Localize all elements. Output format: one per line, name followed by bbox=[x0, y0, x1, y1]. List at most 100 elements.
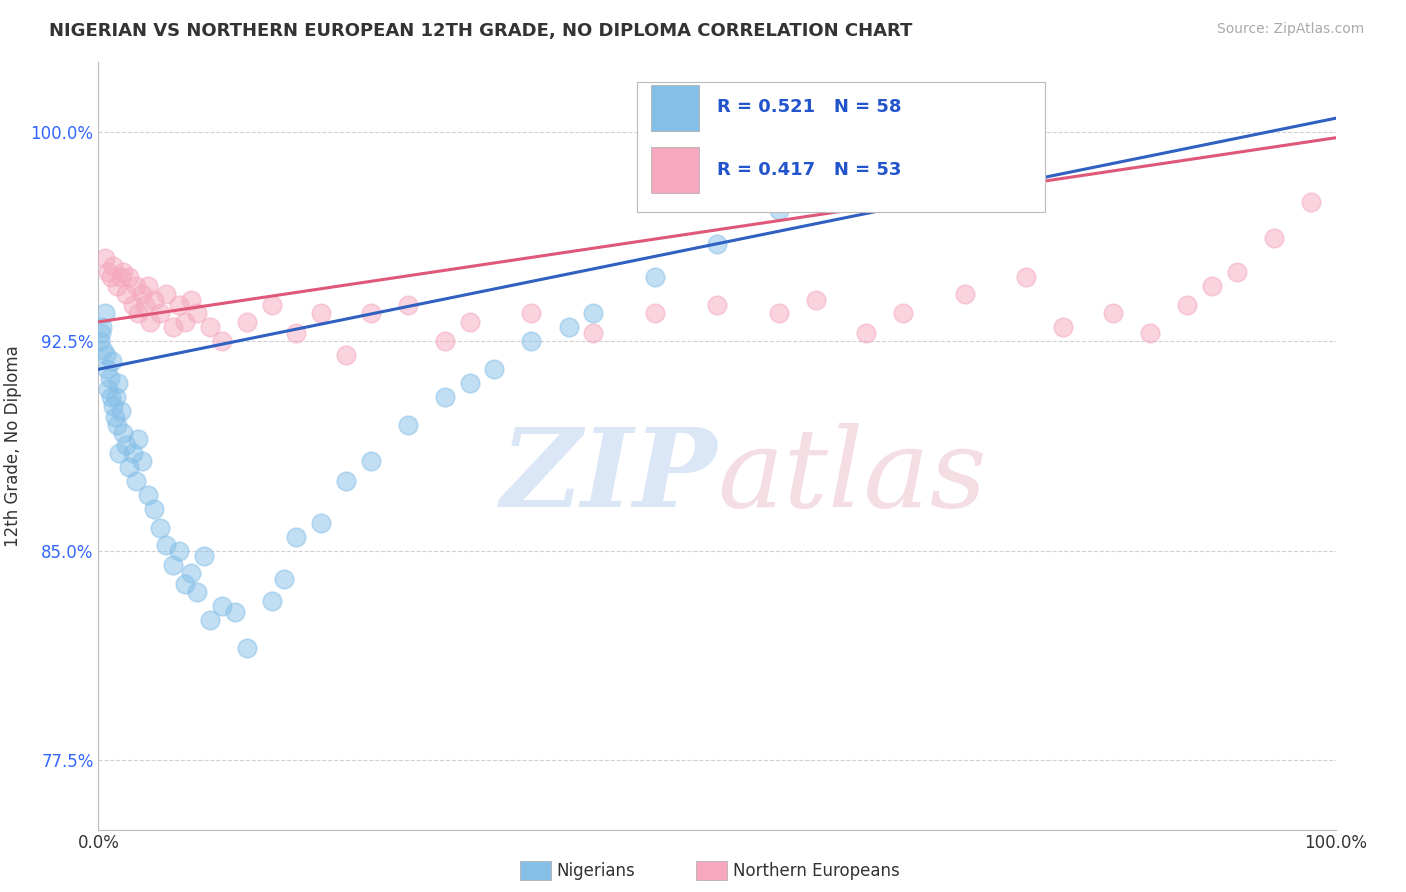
Point bbox=[211, 599, 233, 614]
Text: atlas: atlas bbox=[717, 423, 987, 531]
Point bbox=[1226, 265, 1249, 279]
Text: Northern Europeans: Northern Europeans bbox=[733, 862, 900, 880]
Point bbox=[174, 315, 197, 329]
Point bbox=[335, 348, 357, 362]
Point bbox=[96, 362, 118, 376]
Point bbox=[1201, 278, 1223, 293]
Point bbox=[285, 326, 308, 340]
Point bbox=[706, 298, 728, 312]
Point bbox=[112, 265, 135, 279]
Text: NIGERIAN VS NORTHERN EUROPEAN 12TH GRADE, NO DIPLOMA CORRELATION CHART: NIGERIAN VS NORTHERN EUROPEAN 12TH GRADE… bbox=[49, 22, 912, 40]
Point bbox=[1139, 326, 1161, 340]
Point bbox=[953, 130, 976, 145]
Point bbox=[260, 298, 283, 312]
Point bbox=[155, 538, 177, 552]
Text: R = 0.417   N = 53: R = 0.417 N = 53 bbox=[717, 161, 901, 178]
Point bbox=[458, 376, 481, 391]
Point bbox=[520, 306, 543, 320]
Point bbox=[193, 549, 215, 564]
Point bbox=[273, 572, 295, 586]
Point bbox=[186, 585, 208, 599]
Point bbox=[91, 320, 114, 334]
Point bbox=[167, 298, 190, 312]
Point bbox=[118, 270, 141, 285]
Point bbox=[162, 558, 184, 572]
Point bbox=[149, 306, 172, 320]
Point bbox=[1263, 231, 1285, 245]
Point bbox=[891, 147, 914, 161]
Point bbox=[122, 446, 145, 460]
Point bbox=[1299, 194, 1322, 209]
Point bbox=[98, 370, 121, 384]
Point bbox=[458, 315, 481, 329]
Point bbox=[127, 432, 149, 446]
Point bbox=[167, 543, 190, 558]
Text: ZIP: ZIP bbox=[501, 423, 717, 531]
Point bbox=[224, 605, 246, 619]
Point bbox=[260, 594, 283, 608]
Point bbox=[285, 530, 308, 544]
Point bbox=[107, 376, 129, 391]
Point bbox=[557, 320, 579, 334]
Point bbox=[706, 236, 728, 251]
Point bbox=[110, 270, 132, 285]
Point bbox=[953, 287, 976, 301]
Point bbox=[211, 334, 233, 349]
Point bbox=[360, 454, 382, 468]
Point bbox=[520, 334, 543, 349]
Point bbox=[110, 404, 132, 418]
Point bbox=[105, 418, 128, 433]
Point bbox=[1102, 306, 1125, 320]
Point bbox=[136, 278, 159, 293]
Point bbox=[103, 259, 125, 273]
Point bbox=[93, 306, 115, 320]
Point bbox=[236, 315, 259, 329]
Point bbox=[93, 343, 115, 357]
Point bbox=[180, 566, 202, 580]
Point bbox=[804, 293, 827, 307]
Point bbox=[855, 326, 877, 340]
Point bbox=[198, 320, 221, 334]
Point bbox=[143, 293, 166, 307]
Point bbox=[97, 382, 120, 396]
Point bbox=[180, 293, 202, 307]
Point bbox=[103, 399, 125, 413]
Point bbox=[162, 320, 184, 334]
Point bbox=[236, 641, 259, 656]
Point bbox=[582, 326, 605, 340]
Point bbox=[360, 306, 382, 320]
Point bbox=[103, 409, 125, 424]
Point bbox=[1052, 320, 1074, 334]
Point bbox=[644, 270, 666, 285]
Point bbox=[134, 298, 156, 312]
Point bbox=[114, 287, 136, 301]
Point bbox=[122, 298, 145, 312]
Point bbox=[89, 334, 111, 349]
Text: R = 0.521   N = 58: R = 0.521 N = 58 bbox=[717, 98, 901, 116]
FancyBboxPatch shape bbox=[637, 81, 1045, 212]
Point bbox=[433, 390, 456, 404]
Point bbox=[127, 306, 149, 320]
Point bbox=[396, 298, 419, 312]
Point bbox=[335, 474, 357, 488]
Point bbox=[90, 326, 112, 340]
Point bbox=[768, 203, 790, 218]
Point bbox=[97, 265, 120, 279]
Point bbox=[124, 278, 146, 293]
Point bbox=[309, 306, 332, 320]
Point bbox=[396, 418, 419, 433]
Point bbox=[104, 390, 127, 404]
Point bbox=[131, 454, 153, 468]
Point bbox=[830, 167, 852, 181]
Point bbox=[1015, 270, 1038, 285]
Point bbox=[582, 306, 605, 320]
Point bbox=[93, 251, 115, 265]
Point bbox=[101, 354, 124, 368]
Point bbox=[105, 278, 128, 293]
Point bbox=[644, 306, 666, 320]
Point bbox=[143, 501, 166, 516]
Y-axis label: 12th Grade, No Diploma: 12th Grade, No Diploma bbox=[4, 345, 22, 547]
Point bbox=[149, 521, 172, 535]
Point bbox=[309, 516, 332, 530]
Point bbox=[186, 306, 208, 320]
